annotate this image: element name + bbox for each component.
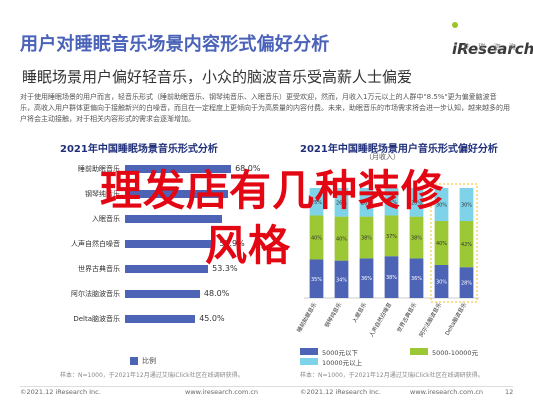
stacked-bar-segment [359,216,374,259]
stacked-bar-segment [334,260,349,298]
left-bar-value: 48.0% [203,289,230,298]
legend-swatch [300,358,318,365]
x-tick-label: 人声自然白噪音 [367,301,393,339]
stacked-bar-value: 25% [386,200,397,206]
right-chart-note: 样本：N=1000，于2021年12月通过艾瑞iClick社区在线调研获得。 [300,372,484,379]
right-chart-subtitle: （月收入） [365,153,400,161]
left-bar [125,265,209,273]
x-tick-label: 世界古典音乐 [395,301,419,334]
legend-label: 5000元以下 [322,349,359,357]
stacked-bar-value: 34% [336,277,347,283]
stacked-bar-value: 42% [461,242,472,248]
left-bar-label: 入眠音乐 [92,215,120,223]
legend-swatch [300,348,318,355]
stacked-bar-value: 30% [461,203,472,209]
left-bar-label: 世界古典音乐 [78,265,120,273]
stacked-bar-value: 38% [411,236,422,242]
stacked-bar-value: 26% [336,200,347,206]
x-tick-label: 阿尔法脑波音乐 [417,301,443,339]
left-bar [125,190,228,198]
stacked-bar-segment [334,216,349,261]
stacked-bar-value: 35% [311,277,322,283]
stacked-bar-value: 36% [411,276,422,282]
overlay-headline-line2: 风格 [205,221,292,270]
stacked-bar-segment [359,258,374,298]
stacked-bar-segment [434,265,449,298]
left-bar [125,315,196,323]
stacked-bar-segment [459,221,474,268]
footer-copyright: ©2021.12 iResearch Inc. [20,388,101,396]
stacked-bar-value: 30% [436,203,447,209]
stacked-bar-segment [409,188,424,217]
footer-url[interactable]: www.iresearch.com.cn [185,388,259,396]
stacked-bar-segment [359,188,374,217]
stacked-bar-segment [459,188,474,221]
stacked-bar-segment [434,221,449,265]
stacked-bar-segment [409,216,424,259]
stacked-bar-segment [309,259,324,298]
logo-dot-icon [452,22,458,28]
x-tick-label: 入眠音乐 [350,301,368,324]
left-bar [125,240,216,248]
stacked-bar-segment [334,188,349,217]
left-bar-label: 睡前助眠音乐 [78,165,120,173]
left-bar-value: 57.9% [219,239,245,248]
stacked-bar-value: 37% [386,234,397,240]
footer-url-2[interactable]: www.iresearch.com.cn [410,388,484,396]
legend-label: 10000元以上 [322,359,363,367]
stacked-bar-value: 40% [336,237,347,243]
footer-copyright-2: ©2021.12 iResearch Inc. [300,388,381,396]
page-title: 用户对睡眠音乐场景内容形式偏好分析 [20,34,330,55]
left-legend-label: 比例 [142,357,156,365]
stacked-bar-value: 26% [411,200,422,206]
highlight-box [430,183,478,303]
stacked-bar-segment [459,267,474,298]
stacked-bar-value: 40% [311,236,322,242]
stacked-bar-value: 38% [361,236,372,242]
stacked-bar-value: 38% [386,275,397,281]
overlay-headline-line1: 理发店有几种装修 [100,166,445,215]
footer-divider [20,386,513,387]
stacked-bar-value: 40% [436,241,447,247]
left-bar-value: 53.3% [212,264,238,273]
left-bar [125,215,222,223]
left-bar [125,290,200,298]
page-number: 12 [505,388,514,396]
legend-swatch [410,348,428,355]
stacked-bar-value: 30% [436,280,447,286]
left-bar-label: Delta脑波音乐 [73,315,120,323]
x-tick-label: 钢琴纯音乐 [323,301,344,329]
stacked-bar-value: 28% [461,281,472,287]
right-stacked-bar-chart: 35% 40% 25% 睡前助眠音乐 34% 40% 26% 钢琴纯音乐 36% 38% 26% 入眠… [296,183,479,339]
x-tick-label: Delta脑波音乐 [443,301,469,337]
stacked-bar-segment [384,215,399,257]
left-legend-swatch [130,357,138,365]
brand-subtitle: 艾 瑞 咨 询 [463,43,519,51]
left-bar-value: 68.0% [235,164,261,173]
summary-paragraph: 对于使用睡眠场景的用户而言，轻音乐形式（睡前助眠音乐、钢琴纯音乐、入眠音乐）更受… [20,93,510,123]
page-subtitle: 睡眠场景用户偏好轻音乐，小众的脑波音乐受高薪人士偏爱 [22,68,413,86]
stacked-bar-value: 36% [361,276,372,282]
left-chart-title: 2021年中国睡眠场景音乐形式分析 [60,144,218,155]
x-tick-label: 睡前助眠音乐 [296,301,318,334]
brand-name: iResearch [452,40,533,58]
right-chart-title: 2021年中国睡眠场景用户音乐形式偏好分析 [300,144,498,155]
stacked-bar-segment [409,258,424,298]
stacked-bar-value: 26% [361,200,372,206]
left-bar-label: 钢琴纯音乐 [85,190,120,198]
stacked-bar-segment [384,188,399,216]
stacked-bar-value: 25% [311,200,322,206]
stacked-bar-segment [434,188,449,221]
left-chart-note: 样本：N=1000，于2021年12月通过艾瑞iClick社区在线调研获得。 [60,372,244,379]
brand-logo: iResearch [452,22,533,58]
stacked-bar-segment [384,256,399,298]
left-bar-value: 45.0% [199,314,225,323]
left-bar-label: 人声自然白噪音 [71,240,120,248]
stacked-bar-segment [309,188,324,216]
legend-label: 5000-10000元 [432,349,479,357]
stacked-bar-segment [309,215,324,260]
left-bar [125,165,232,173]
left-bar-label: 阿尔法脑波音乐 [71,290,120,298]
